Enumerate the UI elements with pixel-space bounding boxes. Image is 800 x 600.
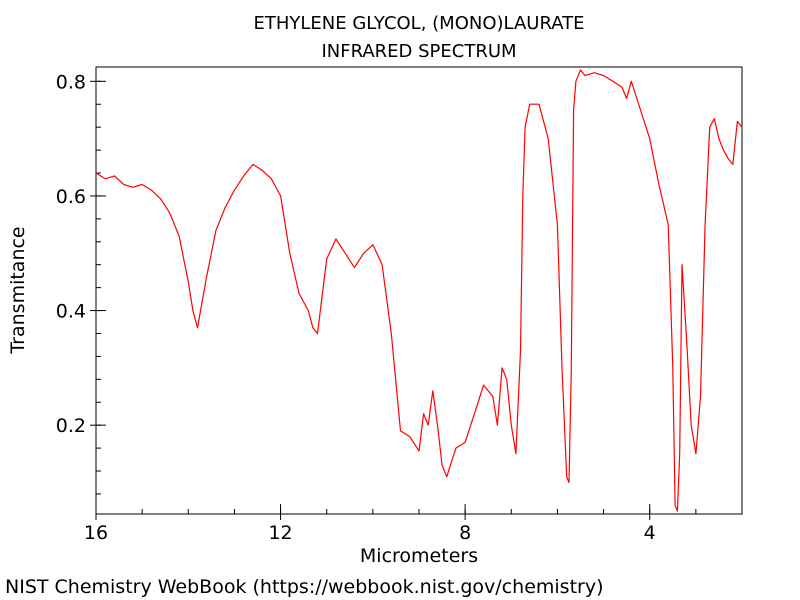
x-tick-label: 4	[644, 522, 656, 544]
y-axis-label: Transmitance	[7, 226, 29, 354]
axes: 16 12 8 4 0.2 0.4 0.6 0.8	[56, 66, 743, 544]
x-tick-label: 16	[84, 522, 108, 544]
chart-subtitle: INFRARED SPECTRUM	[321, 41, 516, 62]
y-tick-label: 0.2	[56, 415, 86, 437]
plot-area	[95, 69, 743, 512]
x-tick-label: 12	[268, 522, 292, 544]
y-tick-label: 0.4	[56, 301, 86, 323]
x-axis-label: Micrometers	[360, 545, 478, 567]
x-tick-label: 8	[459, 522, 471, 544]
chart-title: ETHYLENE GLYCOL, (MONO)LAURATE	[253, 13, 584, 34]
spectrum-line	[95, 69, 743, 512]
footer-source-text: NIST Chemistry WebBook (https://webbook.…	[5, 576, 604, 598]
y-tick-label: 0.6	[56, 186, 86, 208]
y-tick-label: 0.8	[56, 71, 86, 93]
